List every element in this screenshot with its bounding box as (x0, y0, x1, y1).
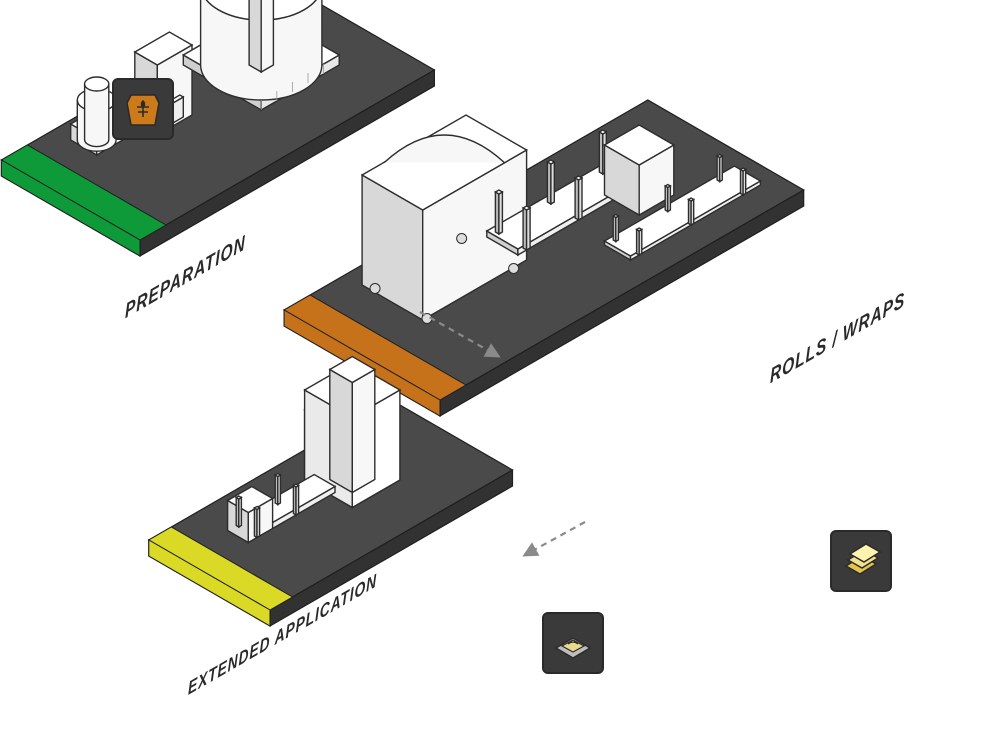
output-badge-wraps (830, 530, 892, 592)
process-diagram: PREPARATION ROLLS / WRAPS EXTENDED APPLI… (0, 0, 1000, 750)
input-badge-flour (112, 78, 174, 140)
output-badge-extended (542, 612, 604, 674)
